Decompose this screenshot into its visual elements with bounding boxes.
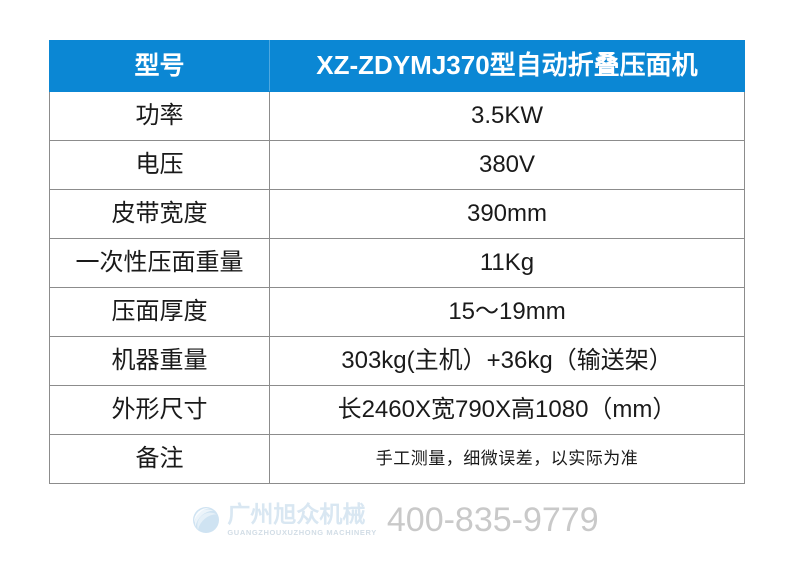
table-header-row: 型号 XZ-ZDYMJ370型自动折叠压面机 [49, 40, 745, 92]
brand-text-block: 广州旭众机械 GUANGZHOUXUZHONG MACHINERY [227, 501, 377, 537]
table-row: 电压 380V [49, 140, 745, 190]
footer-watermark: 广州旭众机械 GUANGZHOUXUZHONG MACHINERY 400-83… [0, 494, 790, 546]
row-label-dimensions: 外形尺寸 [49, 385, 270, 435]
row-label-machine-weight: 机器重量 [49, 336, 270, 386]
hotline-number: 400-835-9779 [386, 500, 599, 539]
row-label-power: 功率 [49, 91, 270, 141]
table-row: 压面厚度 15～19mm [49, 287, 745, 337]
table-row: 外形尺寸 长2460X宽790X高1080（mm） [49, 385, 745, 435]
table-row: 皮带宽度 390mm [49, 189, 745, 239]
row-value-remark: 手工测量，细微误差，以实际为准 [269, 434, 745, 484]
row-value-single-press-weight: 11Kg [269, 238, 745, 288]
row-value-voltage: 380V [269, 140, 745, 190]
row-value-machine-weight: 303kg(主机）+36kg（输送架） [269, 336, 745, 386]
row-value-power: 3.5KW [269, 91, 745, 141]
table-row: 备注 手工测量，细微误差，以实际为准 [49, 434, 745, 484]
row-label-belt-width: 皮带宽度 [49, 189, 270, 239]
row-value-belt-width: 390mm [269, 189, 745, 239]
row-label-single-press-weight: 一次性压面重量 [49, 238, 270, 288]
table-row: 机器重量 303kg(主机）+36kg（输送架） [49, 336, 745, 386]
row-label-remark: 备注 [49, 434, 270, 484]
spec-table-body: 型号 XZ-ZDYMJ370型自动折叠压面机 功率 3.5KW 电压 380V … [49, 40, 745, 484]
header-label-cell: 型号 [49, 40, 270, 92]
row-value-dimensions: 长2460X宽790X高1080（mm） [269, 385, 745, 435]
specifications-table: 型号 XZ-ZDYMJ370型自动折叠压面机 功率 3.5KW 电压 380V … [49, 40, 745, 484]
table-row: 一次性压面重量 11Kg [49, 238, 745, 288]
row-label-dough-thickness: 压面厚度 [49, 287, 270, 337]
sphere-swirl-icon [191, 505, 221, 535]
brand-name-en: GUANGZHOUXUZHONG MACHINERY [227, 527, 377, 537]
row-value-dough-thickness: 15～19mm [269, 287, 745, 337]
table-row: 功率 3.5KW [49, 91, 745, 141]
header-value-cell: XZ-ZDYMJ370型自动折叠压面机 [269, 40, 745, 92]
row-label-voltage: 电压 [49, 140, 270, 190]
brand-logo: 广州旭众机械 GUANGZHOUXUZHONG MACHINERY [191, 501, 377, 537]
brand-name-cn: 广州旭众机械 [227, 501, 366, 528]
spec-table-container: 型号 XZ-ZDYMJ370型自动折叠压面机 功率 3.5KW 电压 380V … [49, 40, 745, 484]
